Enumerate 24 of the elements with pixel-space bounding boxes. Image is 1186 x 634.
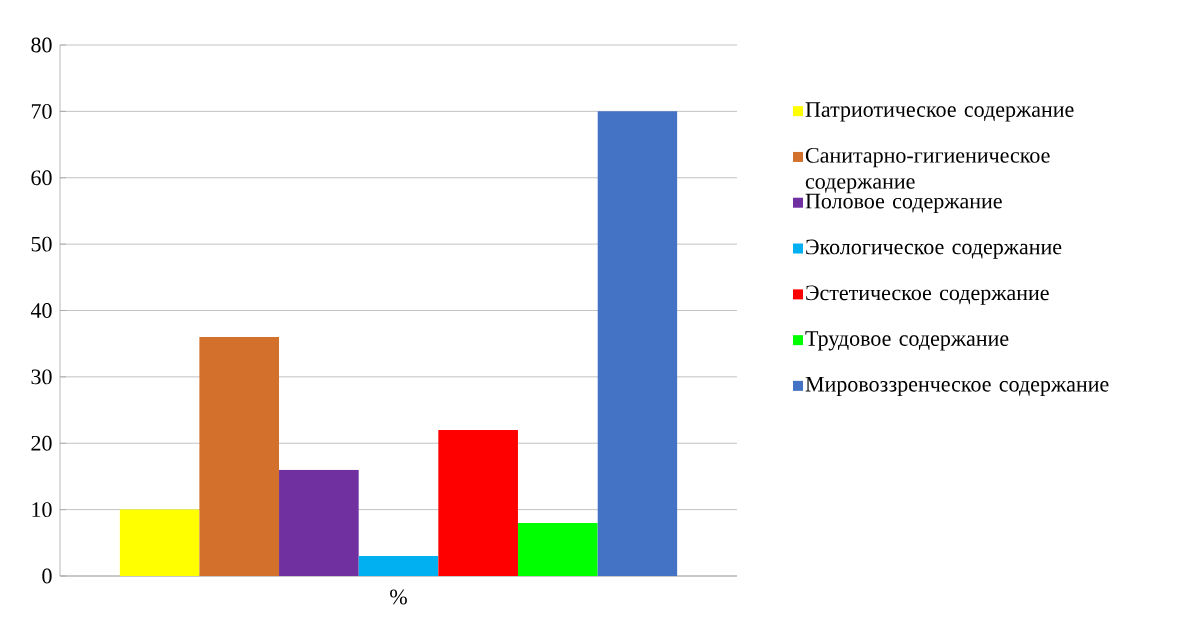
y-tick-label: 80 xyxy=(31,37,52,53)
y-tick-label: 0 xyxy=(42,568,52,584)
y-tick-label: 60 xyxy=(31,170,52,186)
legend-label: Эстетическое содержание xyxy=(806,285,1049,305)
x-tick-label: % xyxy=(390,589,407,605)
legend-label: Трудовое содержание xyxy=(805,331,1009,351)
bar xyxy=(199,337,280,576)
bar xyxy=(119,509,200,576)
legend-label: Санитарно-гигиеническое содержание xyxy=(805,148,1050,194)
y-tick-label: 30 xyxy=(31,369,52,385)
bar xyxy=(597,111,678,576)
bar xyxy=(279,469,359,576)
bar xyxy=(517,522,598,576)
y-tick-label: 70 xyxy=(31,103,52,119)
y-tick-label: 40 xyxy=(30,303,52,318)
y-tick-label: 10 xyxy=(32,502,52,518)
bar xyxy=(438,429,518,576)
y-tick-label: 50 xyxy=(31,236,52,252)
y-tick-label: 20 xyxy=(31,435,52,451)
legend-label: Половое содержание xyxy=(805,193,1002,213)
legend-label: Патриотическое содержание xyxy=(805,102,1074,122)
legend-label: Мировоззренческое содержание xyxy=(805,377,1109,397)
legend-label: Экологическое содержание xyxy=(806,239,1062,259)
bar xyxy=(358,556,439,576)
